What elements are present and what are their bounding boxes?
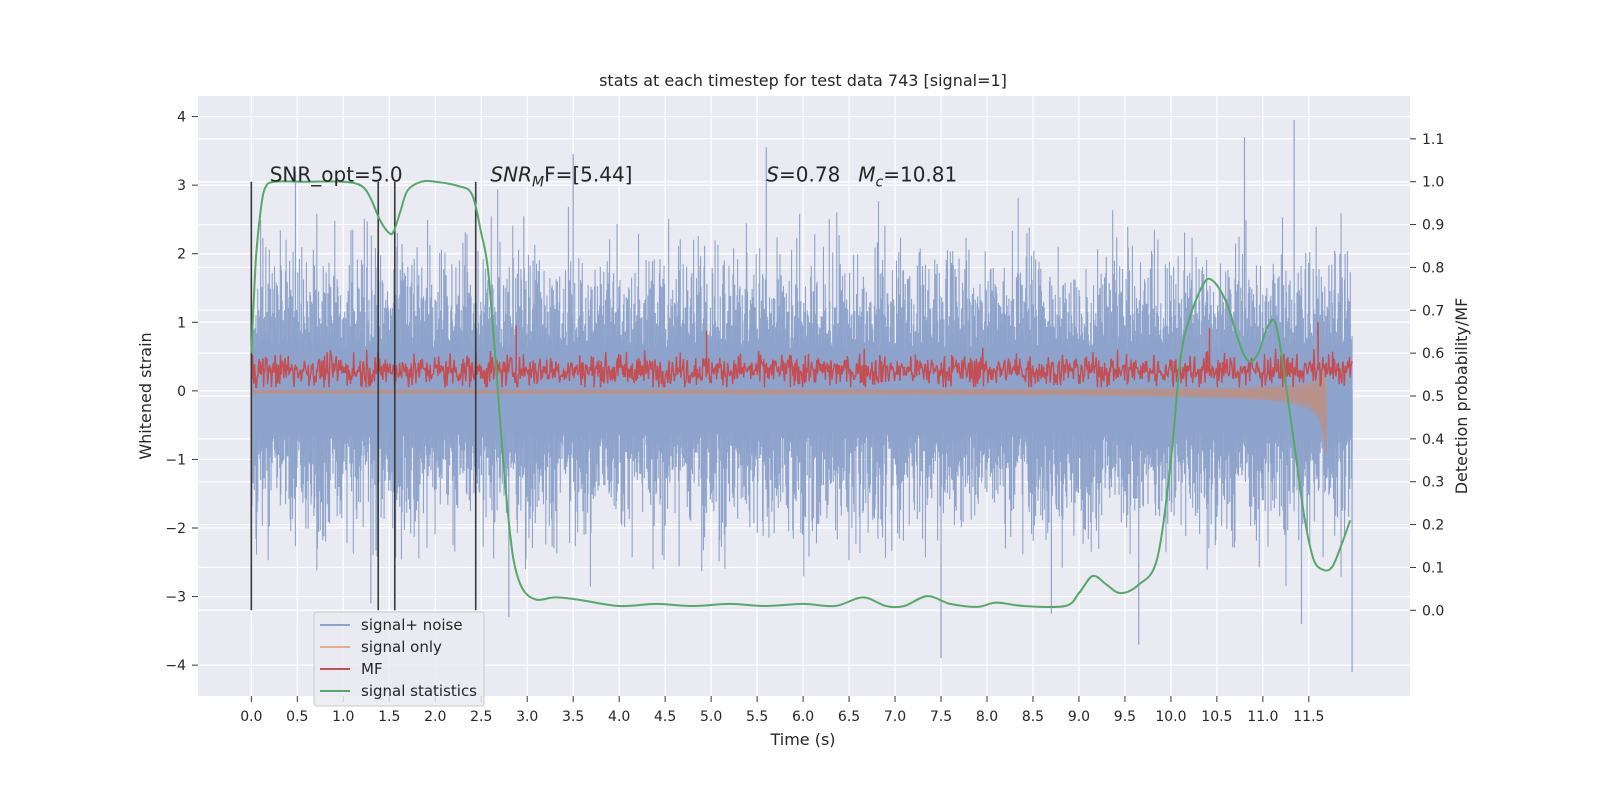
- legend-label-signal-noise: signal+ noise: [361, 616, 463, 634]
- x-tick-label: 6.0: [792, 709, 814, 725]
- legend-label-signal-statistics: signal statistics: [361, 682, 477, 700]
- x-tick-label: 4.0: [608, 709, 630, 725]
- y-right-tick-label: 0.3: [1422, 475, 1444, 491]
- y-right-tick-label: 0.7: [1422, 303, 1444, 319]
- chart-title: stats at each timestep for test data 743…: [599, 71, 1007, 90]
- x-tick-label: 3.5: [562, 709, 584, 725]
- series-signal-statistics: [250, 179, 1352, 609]
- x-tick-label: 2.5: [470, 709, 492, 725]
- y-left-tick-label: −2: [165, 521, 186, 537]
- legend-label-mf: MF: [361, 660, 383, 678]
- legend-label-signal-only: signal only: [361, 638, 442, 656]
- y-axis-right-label: Detection probability/MF: [1452, 298, 1471, 495]
- series-mf: [250, 322, 1353, 389]
- x-tick-label: 11.5: [1293, 709, 1324, 725]
- y-axis-left-label: Whitened strain: [136, 332, 155, 459]
- y-left-tick-label: 0: [177, 384, 186, 400]
- x-tick-label: 10.5: [1201, 709, 1232, 725]
- x-tick-label: 8.5: [1022, 709, 1044, 725]
- x-tick-label: 5.5: [746, 709, 768, 725]
- axis-ticks: 0.0 0.5 1.0 1.5 2.0 2.5 3.0 3.5 4.0 4.5 5.0 5.5 6.0 6…: [165, 110, 1444, 725]
- legend-box: [313, 611, 485, 707]
- x-tick-label: 5.0: [700, 709, 722, 725]
- annotation-snr-mf: SNRMF=[5.44]: [490, 163, 632, 191]
- y-right-tick-label: 0.2: [1422, 518, 1444, 534]
- signal-only-trace: [250, 363, 1327, 453]
- y-left-tick-label: 1: [177, 315, 186, 331]
- y-left-tick-label: −3: [165, 590, 186, 606]
- y-right-tick-label: 0.5: [1422, 389, 1444, 405]
- x-tick-label: 2.0: [424, 709, 446, 725]
- x-tick-label: 1.5: [378, 709, 400, 725]
- vertical-markers: [250, 181, 477, 611]
- y-right-tick-label: 1.0: [1422, 175, 1444, 191]
- y-left-tick-label: 4: [177, 110, 186, 126]
- x-tick-label: 4.5: [654, 709, 676, 725]
- y-right-tick-label: 0.6: [1422, 346, 1444, 362]
- annotations: SNR_opt=5.0 SNRMF=[5.44] S=0.78 Mc=10.81: [270, 163, 958, 191]
- x-tick-label: 9.5: [1114, 709, 1136, 725]
- annotation-mc-value: Mc=10.81: [858, 163, 957, 191]
- series-signal-only: [250, 363, 1327, 453]
- x-tick-label: 10.0: [1155, 709, 1186, 725]
- legend: signal+ noise signal only MF signal stat…: [313, 611, 485, 707]
- signal-statistics-trace: [250, 179, 1352, 609]
- y-right-tick-label: 0.4: [1422, 432, 1444, 448]
- y-right-tick-label: 0.1: [1422, 560, 1444, 576]
- x-axis-label: Time (s): [769, 730, 835, 749]
- x-tick-label: 1.0: [332, 709, 354, 725]
- y-left-tick-label: −1: [165, 452, 186, 468]
- y-right-tick-label: 0.0: [1422, 603, 1444, 619]
- x-tick-label: 3.0: [516, 709, 538, 725]
- x-tick-label: 0.5: [286, 709, 308, 725]
- y-left-tick-label: 2: [177, 247, 186, 263]
- annotation-s-value: S=0.78: [766, 163, 840, 187]
- x-tick-label: 7.0: [884, 709, 906, 725]
- x-tick-label: 6.5: [838, 709, 860, 725]
- x-tick-label: 9.0: [1068, 709, 1090, 725]
- y-left-tick-label: 3: [177, 178, 186, 194]
- mf-trace: [250, 347, 1353, 389]
- y-right-tick-label: 0.9: [1422, 218, 1444, 234]
- y-right-tick-label: 0.8: [1422, 260, 1444, 276]
- y-right-tick-label: 1.1: [1422, 132, 1444, 148]
- x-tick-label: 8.0: [976, 709, 998, 725]
- x-tick-label: 7.5: [930, 709, 952, 725]
- x-tick-label: 0.0: [240, 709, 262, 725]
- y-left-tick-label: −4: [165, 658, 186, 674]
- annotation-snr-opt: SNR_opt=5.0: [270, 163, 403, 187]
- x-tick-label: 11.0: [1247, 709, 1278, 725]
